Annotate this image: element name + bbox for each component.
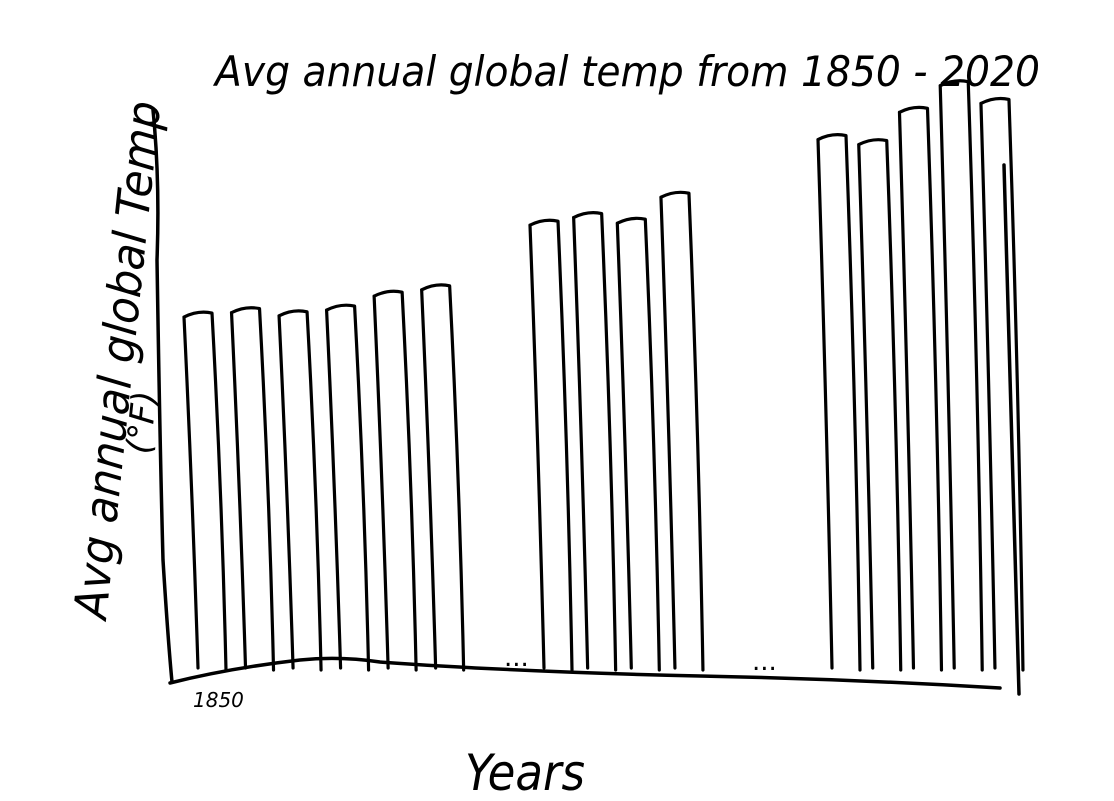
gap-marker: ... (752, 647, 777, 677)
bar (979, 96, 1025, 672)
bar (420, 283, 466, 672)
bar (938, 79, 984, 672)
chart-title: Avg annual global temp from 1850 - 2020 (212, 47, 1040, 96)
bar (572, 211, 618, 672)
bar (528, 218, 574, 672)
x-tick-label: 1850 (193, 688, 244, 712)
right-border-line (1002, 163, 1021, 696)
bar (615, 216, 661, 672)
bar (277, 309, 323, 672)
bar (324, 303, 371, 672)
x-axis-line (168, 656, 1002, 690)
bars-layer (182, 79, 1025, 672)
bar (659, 190, 705, 672)
x-axis-label: Years (465, 744, 585, 796)
bar (857, 138, 903, 672)
bar (182, 310, 228, 672)
bar (229, 306, 276, 672)
bar (372, 289, 418, 672)
bar (897, 105, 944, 672)
y-axis-line (151, 108, 174, 684)
bar (816, 133, 862, 672)
y-axis-label: Avg annual global Temp (63, 98, 171, 624)
